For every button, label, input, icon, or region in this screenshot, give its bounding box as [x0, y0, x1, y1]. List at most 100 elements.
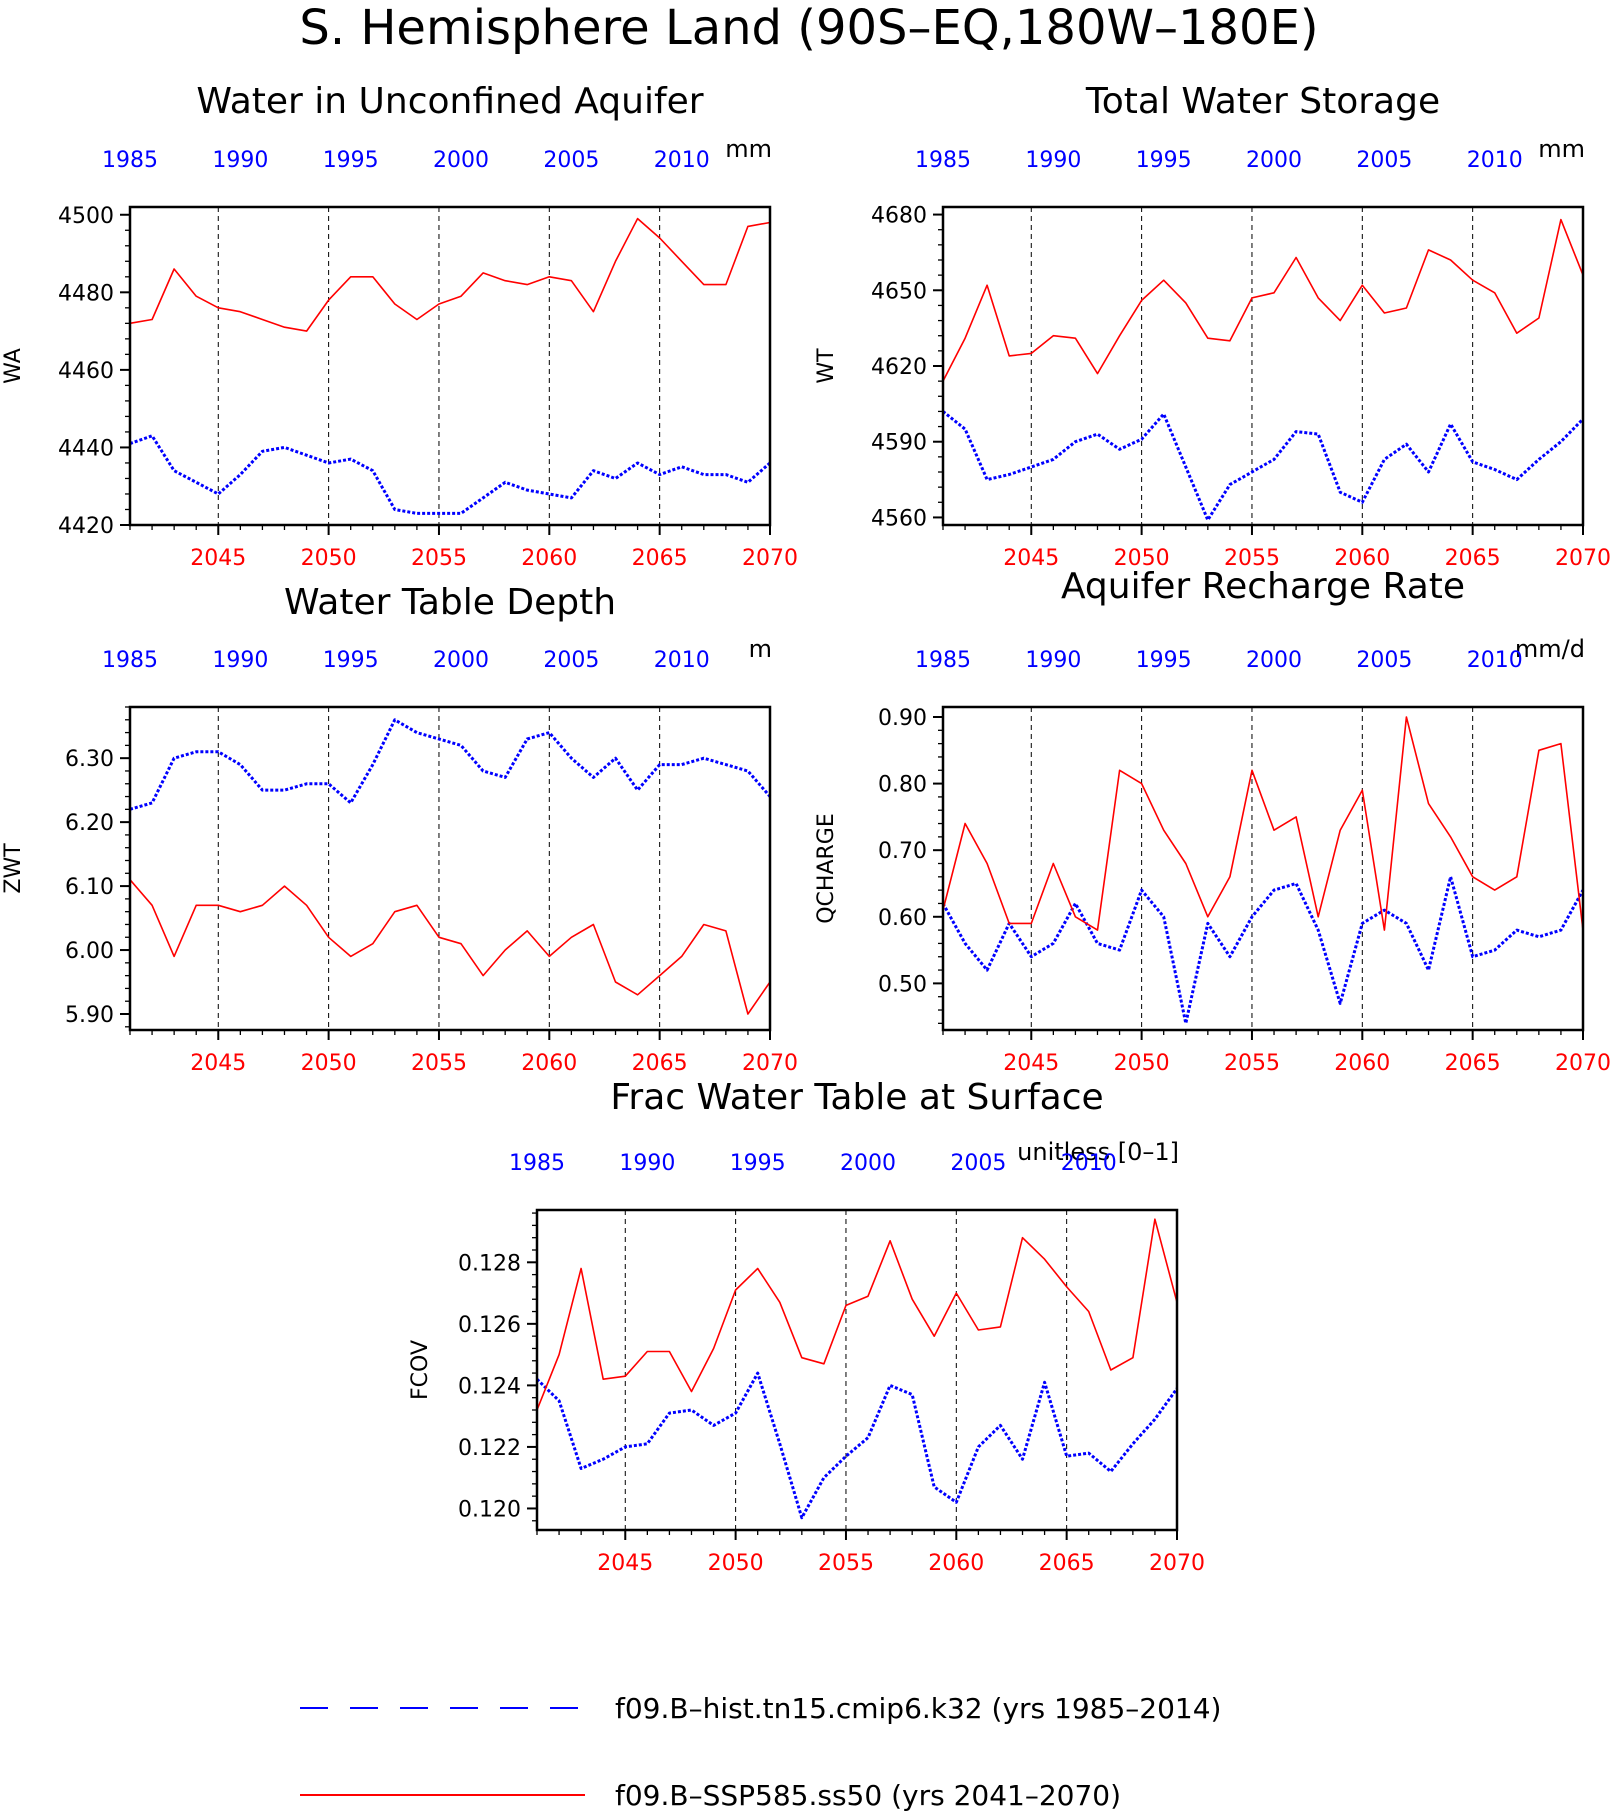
- x-bottom-tick-label: 2065: [632, 546, 688, 571]
- series-line-hist: [535, 1371, 1179, 1520]
- x-bottom-tick-label: 2065: [632, 1051, 688, 1076]
- x-top-tick-label: 2000: [1246, 148, 1302, 173]
- plot-frame: [128, 205, 772, 527]
- plot-frame: [535, 1208, 1179, 1532]
- y-tick-label: 0.124: [458, 1374, 521, 1399]
- chart-panel: Frac Water Table at Surface unitless [0–1…: [408, 1077, 1205, 1576]
- series-line-hist: [941, 875, 1585, 1025]
- x-bottom-tick-label: 2045: [1003, 546, 1059, 571]
- x-top-tick-label: 1985: [915, 648, 971, 673]
- y-tick-label: 0.80: [878, 773, 927, 798]
- y-tick-label: 0.128: [458, 1251, 521, 1276]
- x-top-tick-label: 1990: [212, 648, 268, 673]
- units-label: mm: [1538, 135, 1585, 163]
- y-axis-label: WA: [1, 348, 26, 384]
- x-top-tick-label: 1985: [102, 148, 158, 173]
- x-bottom-tick-label: 2045: [597, 1551, 653, 1576]
- y-tick-label: 0.50: [878, 972, 927, 997]
- y-tick-label: 0.90: [878, 706, 927, 731]
- y-axis-label: QCHARGE: [814, 813, 839, 924]
- x-bottom-tick-label: 2050: [708, 1551, 764, 1576]
- x-top-tick-label: 1995: [1136, 148, 1192, 173]
- chart-title: Water Table Depth: [284, 582, 616, 623]
- y-tick-label: 4480: [58, 281, 114, 306]
- x-bottom-tick-label: 2060: [521, 1051, 577, 1076]
- units-label: mm: [725, 135, 772, 163]
- x-top-tick-label: 1995: [1136, 648, 1192, 673]
- series-line-ssp: [942, 218, 1584, 382]
- x-top-tick-label: 2005: [543, 648, 599, 673]
- series-line-hist: [942, 410, 1585, 522]
- x-bottom-tick-label: 2055: [1224, 1051, 1280, 1076]
- x-bottom-tick-label: 2065: [1445, 1051, 1501, 1076]
- page-title: S. Hemisphere Land (90S–EQ,180W–180E): [299, 0, 1318, 56]
- x-bottom-tick-label: 2065: [1445, 546, 1501, 571]
- x-bottom-tick-label: 2060: [1334, 1051, 1390, 1076]
- y-tick-label: 0.60: [878, 906, 927, 931]
- legend: f09.B–hist.tn15.cmip6.k32 (yrs 1985–2014…: [300, 1692, 1221, 1812]
- x-top-tick-label: 1995: [323, 648, 379, 673]
- x-top-tick-label: 2000: [1246, 648, 1302, 673]
- chart-panel: Total Water Storage mm WT 4560 4590 4620 4650 4…: [814, 81, 1611, 571]
- chart-panels: Water in Unconfined Aquifer mm WA 4420 4440 4…: [1, 81, 1611, 1576]
- x-bottom-tick-label: 2045: [190, 546, 246, 571]
- series-line-ssp: [129, 217, 771, 332]
- y-tick-label: 4440: [58, 436, 114, 461]
- x-bottom-tick-label: 2050: [301, 1051, 357, 1076]
- x-bottom-tick-label: 2045: [1003, 1051, 1059, 1076]
- y-tick-label: 0.120: [458, 1497, 521, 1522]
- x-bottom-tick-label: 2065: [1039, 1551, 1095, 1576]
- y-tick-label: 4460: [58, 359, 114, 384]
- x-top-tick-label: 1990: [212, 148, 268, 173]
- plot-frame: [128, 705, 772, 1032]
- x-top-tick-label: 1995: [730, 1151, 786, 1176]
- y-tick-label: 5.90: [65, 1003, 114, 1028]
- x-bottom-tick-label: 2060: [521, 546, 577, 571]
- x-top-tick-label: 2010: [1467, 648, 1523, 673]
- chart-title: Aquifer Recharge Rate: [1061, 566, 1465, 607]
- x-bottom-tick-label: 2060: [1334, 546, 1390, 571]
- x-top-tick-label: 1990: [1025, 148, 1081, 173]
- chart-panel: Aquifer Recharge Rate mm/d QCHARGE 0.50 0.60…: [814, 566, 1611, 1076]
- x-top-tick-label: 1990: [1025, 648, 1081, 673]
- x-top-tick-label: 2005: [1356, 648, 1412, 673]
- x-bottom-tick-label: 2050: [301, 546, 357, 571]
- y-tick-label: 4590: [871, 431, 927, 456]
- chart-panel: Water Table Depth m ZWT 5.90 6.00 6.10 6.20 6.3…: [1, 582, 798, 1076]
- x-top-tick-label: 2010: [654, 148, 710, 173]
- y-tick-label: 6.10: [65, 875, 114, 900]
- x-top-tick-label: 2000: [433, 648, 489, 673]
- series-line-hist: [129, 718, 772, 811]
- x-bottom-tick-label: 2055: [818, 1551, 874, 1576]
- y-axis-label: ZWT: [1, 843, 26, 894]
- chart-title: Frac Water Table at Surface: [610, 1077, 1103, 1118]
- x-top-tick-label: 2000: [840, 1151, 896, 1176]
- y-tick-label: 0.126: [458, 1313, 521, 1338]
- x-bottom-tick-label: 2070: [1555, 1051, 1611, 1076]
- series-line-hist: [129, 434, 771, 515]
- y-tick-label: 4620: [871, 355, 927, 380]
- y-tick-label: 4500: [58, 204, 114, 229]
- x-top-tick-label: 1995: [323, 148, 379, 173]
- x-top-tick-label: 2000: [433, 148, 489, 173]
- y-tick-label: 0.70: [878, 839, 927, 864]
- series-line-ssp: [536, 1218, 1178, 1411]
- x-bottom-tick-label: 2055: [411, 1051, 467, 1076]
- x-bottom-tick-label: 2070: [1149, 1551, 1205, 1576]
- x-top-tick-label: 2005: [1356, 148, 1412, 173]
- chart-title: Water in Unconfined Aquifer: [196, 81, 703, 122]
- x-bottom-tick-label: 2060: [928, 1551, 984, 1576]
- x-top-tick-label: 2010: [654, 648, 710, 673]
- legend-label: f09.B–SSP585.ss50 (yrs 2041–2070): [615, 1779, 1121, 1812]
- x-top-tick-label: 1990: [619, 1151, 675, 1176]
- x-top-tick-label: 2005: [543, 148, 599, 173]
- plot-frame: [941, 705, 1585, 1032]
- y-tick-label: 6.00: [65, 939, 114, 964]
- x-top-tick-label: 1985: [102, 648, 158, 673]
- units-label: unitless [0–1]: [1017, 1138, 1179, 1166]
- x-top-tick-label: 1985: [915, 148, 971, 173]
- x-top-tick-label: 2010: [1467, 148, 1523, 173]
- x-bottom-tick-label: 2055: [1224, 546, 1280, 571]
